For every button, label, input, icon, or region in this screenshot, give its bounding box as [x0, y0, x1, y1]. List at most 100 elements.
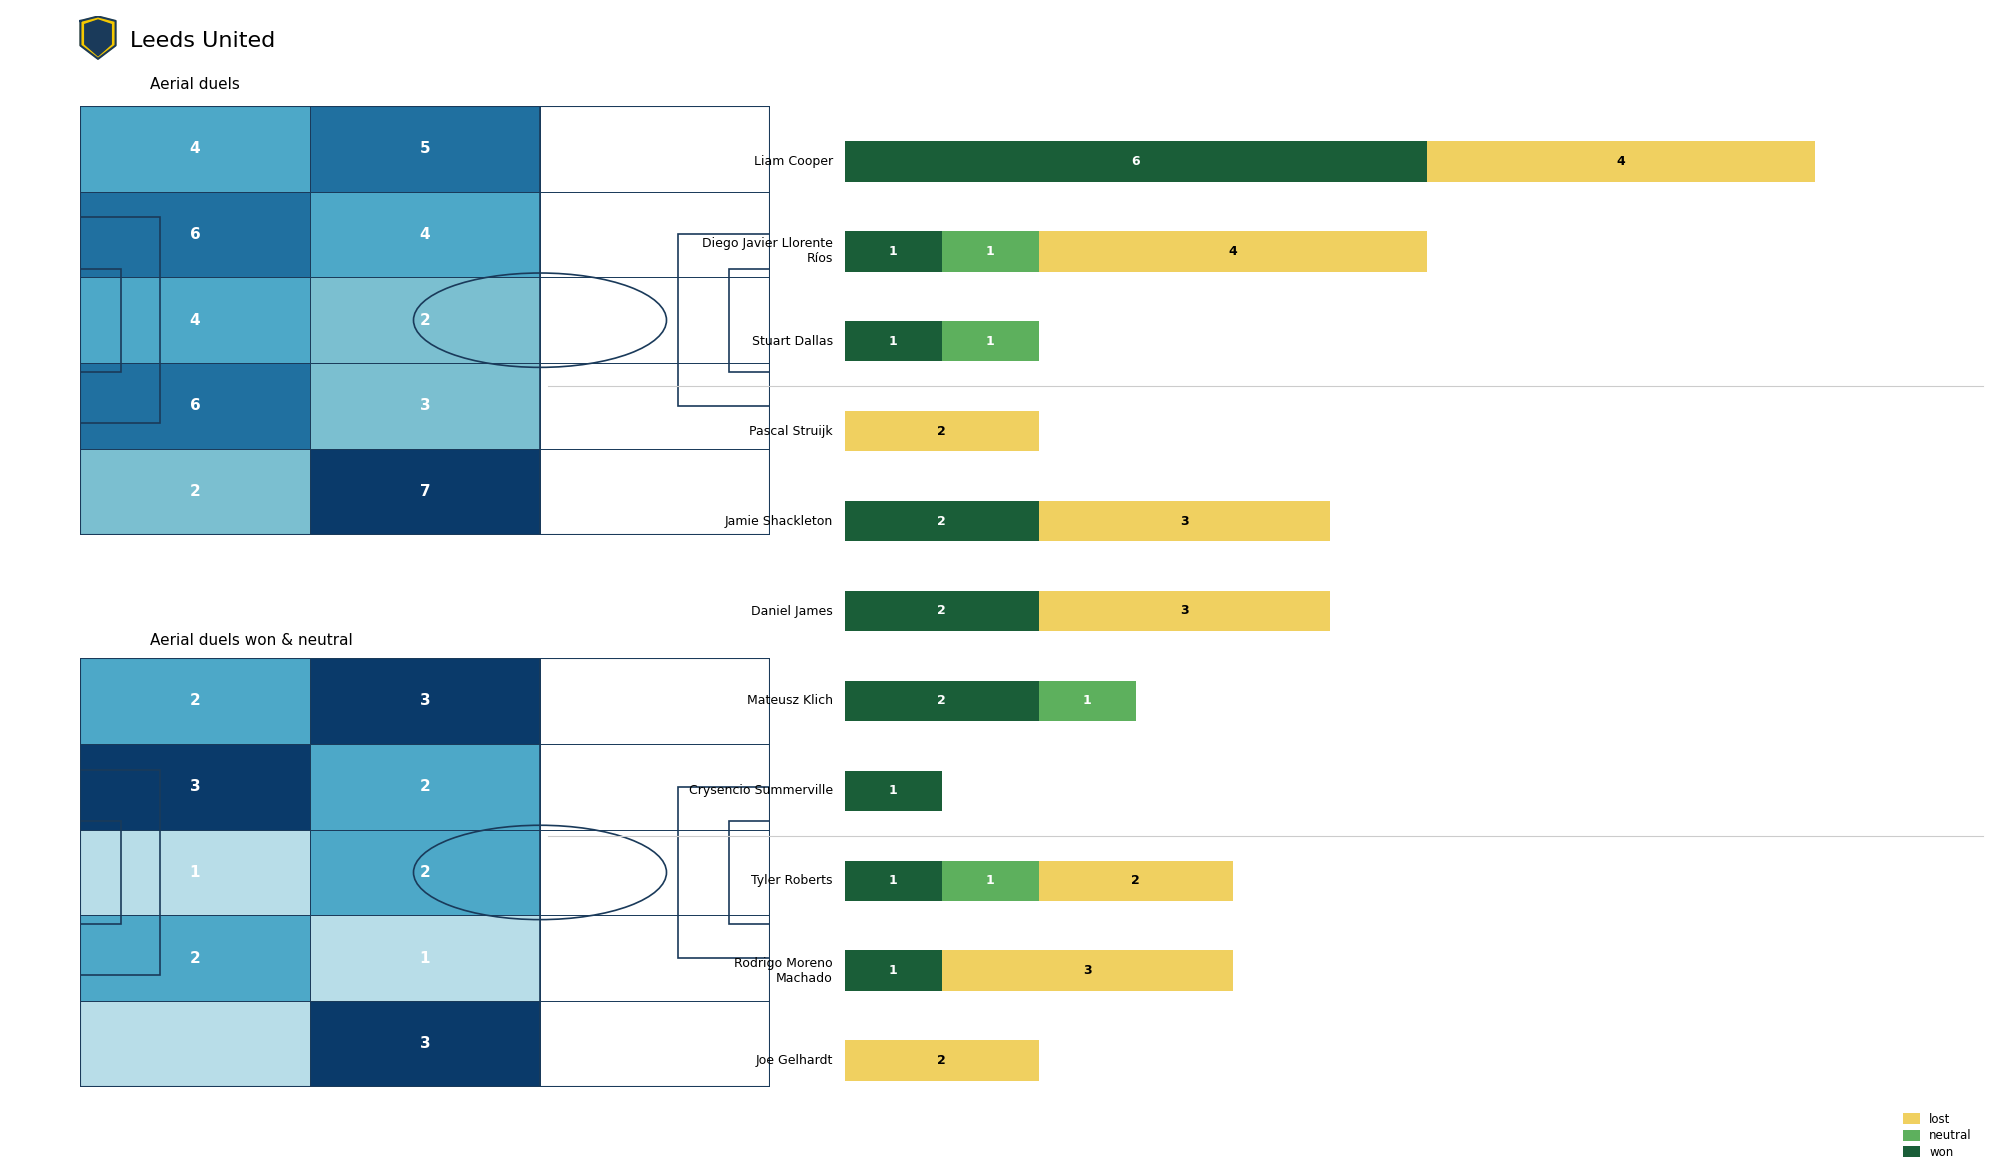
- Bar: [728, 821, 770, 924]
- Bar: [80, 192, 310, 277]
- Text: 5: 5: [420, 141, 430, 156]
- Text: Jamie Shackleton: Jamie Shackleton: [724, 515, 832, 528]
- Bar: [310, 106, 540, 192]
- Bar: [942, 321, 1038, 362]
- Text: 4: 4: [1228, 244, 1236, 257]
- Text: 2: 2: [1132, 874, 1140, 887]
- Text: Mateusz Klich: Mateusz Klich: [746, 694, 832, 707]
- Text: 1: 1: [888, 244, 898, 257]
- Bar: [844, 141, 1426, 182]
- Bar: [728, 269, 770, 371]
- Bar: [80, 449, 310, 535]
- Bar: [310, 277, 540, 363]
- Text: 1: 1: [420, 951, 430, 966]
- Bar: [942, 951, 1232, 991]
- Bar: [942, 860, 1038, 901]
- Text: 3: 3: [420, 693, 430, 709]
- Text: 4: 4: [190, 313, 200, 328]
- Text: Stuart Dallas: Stuart Dallas: [752, 335, 832, 348]
- Text: Liam Cooper: Liam Cooper: [754, 155, 832, 168]
- Bar: [844, 501, 1038, 542]
- Text: Aerial duels won & neutral: Aerial duels won & neutral: [150, 633, 352, 647]
- Bar: [844, 680, 1038, 721]
- Text: 2: 2: [420, 865, 430, 880]
- Text: 2: 2: [190, 951, 200, 966]
- Text: 2: 2: [190, 484, 200, 499]
- Text: Crysencio Summerville: Crysencio Summerville: [688, 785, 832, 798]
- Text: Tyler Roberts: Tyler Roberts: [752, 874, 832, 887]
- Text: 2: 2: [420, 779, 430, 794]
- Text: 1: 1: [888, 335, 898, 348]
- Text: Leeds United: Leeds United: [130, 31, 276, 52]
- Bar: [1038, 680, 1136, 721]
- Bar: [540, 449, 770, 535]
- Polygon shape: [84, 20, 112, 55]
- Text: Diego Javier Llorente
Ríos: Diego Javier Llorente Ríos: [702, 237, 832, 266]
- Bar: [310, 1001, 540, 1087]
- Polygon shape: [80, 16, 116, 59]
- Text: 1: 1: [888, 785, 898, 798]
- Bar: [540, 1001, 770, 1087]
- Bar: [678, 787, 770, 959]
- Text: Pascal Struijk: Pascal Struijk: [750, 424, 832, 437]
- Legend: lost, neutral, won: lost, neutral, won: [1898, 1108, 1976, 1163]
- Text: 2: 2: [420, 313, 430, 328]
- Bar: [80, 915, 310, 1001]
- Text: 1: 1: [986, 335, 994, 348]
- Text: 6: 6: [190, 398, 200, 414]
- Text: 3: 3: [420, 398, 430, 414]
- Text: 3: 3: [1180, 515, 1188, 528]
- Text: 4: 4: [190, 141, 200, 156]
- Bar: [844, 951, 942, 991]
- Bar: [844, 1040, 1038, 1081]
- Bar: [80, 658, 310, 744]
- Bar: [844, 231, 942, 271]
- Bar: [310, 192, 540, 277]
- Text: 1: 1: [190, 865, 200, 880]
- Bar: [1038, 501, 1330, 542]
- Bar: [80, 744, 310, 830]
- Bar: [1038, 231, 1426, 271]
- Bar: [80, 363, 310, 449]
- Bar: [540, 277, 770, 363]
- Bar: [310, 363, 540, 449]
- Bar: [540, 106, 770, 192]
- Bar: [844, 860, 942, 901]
- Bar: [80, 277, 310, 363]
- Text: 2: 2: [190, 693, 200, 709]
- Text: 6: 6: [190, 227, 200, 242]
- Bar: [80, 821, 122, 924]
- Text: Daniel James: Daniel James: [752, 604, 832, 618]
- Bar: [540, 915, 770, 1001]
- Bar: [310, 915, 540, 1001]
- Text: 1: 1: [986, 244, 994, 257]
- Text: Aerial duels: Aerial duels: [150, 78, 240, 92]
- Bar: [942, 231, 1038, 271]
- Bar: [540, 192, 770, 277]
- Text: 3: 3: [1082, 965, 1092, 978]
- Text: 1: 1: [1082, 694, 1092, 707]
- Text: 1: 1: [888, 874, 898, 887]
- Bar: [540, 830, 770, 915]
- Text: 2: 2: [938, 694, 946, 707]
- Bar: [844, 321, 942, 362]
- Bar: [1038, 860, 1232, 901]
- Bar: [80, 830, 310, 915]
- Bar: [540, 363, 770, 449]
- Text: 1: 1: [888, 965, 898, 978]
- Bar: [1038, 591, 1330, 631]
- Text: 4: 4: [420, 227, 430, 242]
- Text: Joe Gelhardt: Joe Gelhardt: [756, 1054, 832, 1067]
- Bar: [80, 770, 160, 975]
- Text: 2: 2: [938, 1054, 946, 1067]
- Text: 6: 6: [1132, 155, 1140, 168]
- Bar: [310, 744, 540, 830]
- Bar: [80, 217, 160, 423]
- Bar: [310, 658, 540, 744]
- Text: 3: 3: [190, 779, 200, 794]
- Bar: [678, 234, 770, 407]
- Bar: [310, 830, 540, 915]
- Text: Rodrigo Moreno
Machado: Rodrigo Moreno Machado: [734, 956, 832, 985]
- Bar: [540, 658, 770, 744]
- Bar: [844, 411, 1038, 451]
